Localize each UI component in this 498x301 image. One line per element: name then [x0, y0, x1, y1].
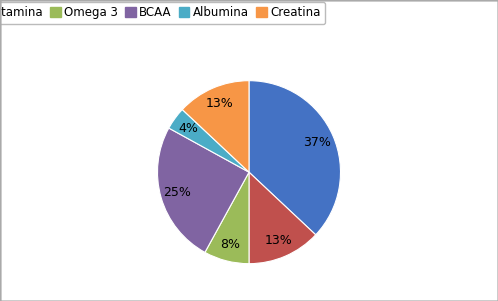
Text: 4%: 4%	[179, 122, 199, 135]
Wedge shape	[169, 110, 249, 172]
Wedge shape	[205, 172, 249, 264]
Wedge shape	[182, 81, 249, 172]
Wedge shape	[157, 128, 249, 252]
Wedge shape	[249, 81, 341, 235]
Wedge shape	[249, 172, 316, 264]
Text: 37%: 37%	[304, 136, 332, 149]
Text: 8%: 8%	[221, 238, 241, 251]
Text: 25%: 25%	[163, 187, 191, 200]
Text: 13%: 13%	[206, 97, 233, 110]
Legend: Whey, Glutamina, Omega 3, BCAA, Albumina, Creatina: Whey, Glutamina, Omega 3, BCAA, Albumina…	[0, 2, 325, 24]
Text: 13%: 13%	[265, 234, 292, 247]
